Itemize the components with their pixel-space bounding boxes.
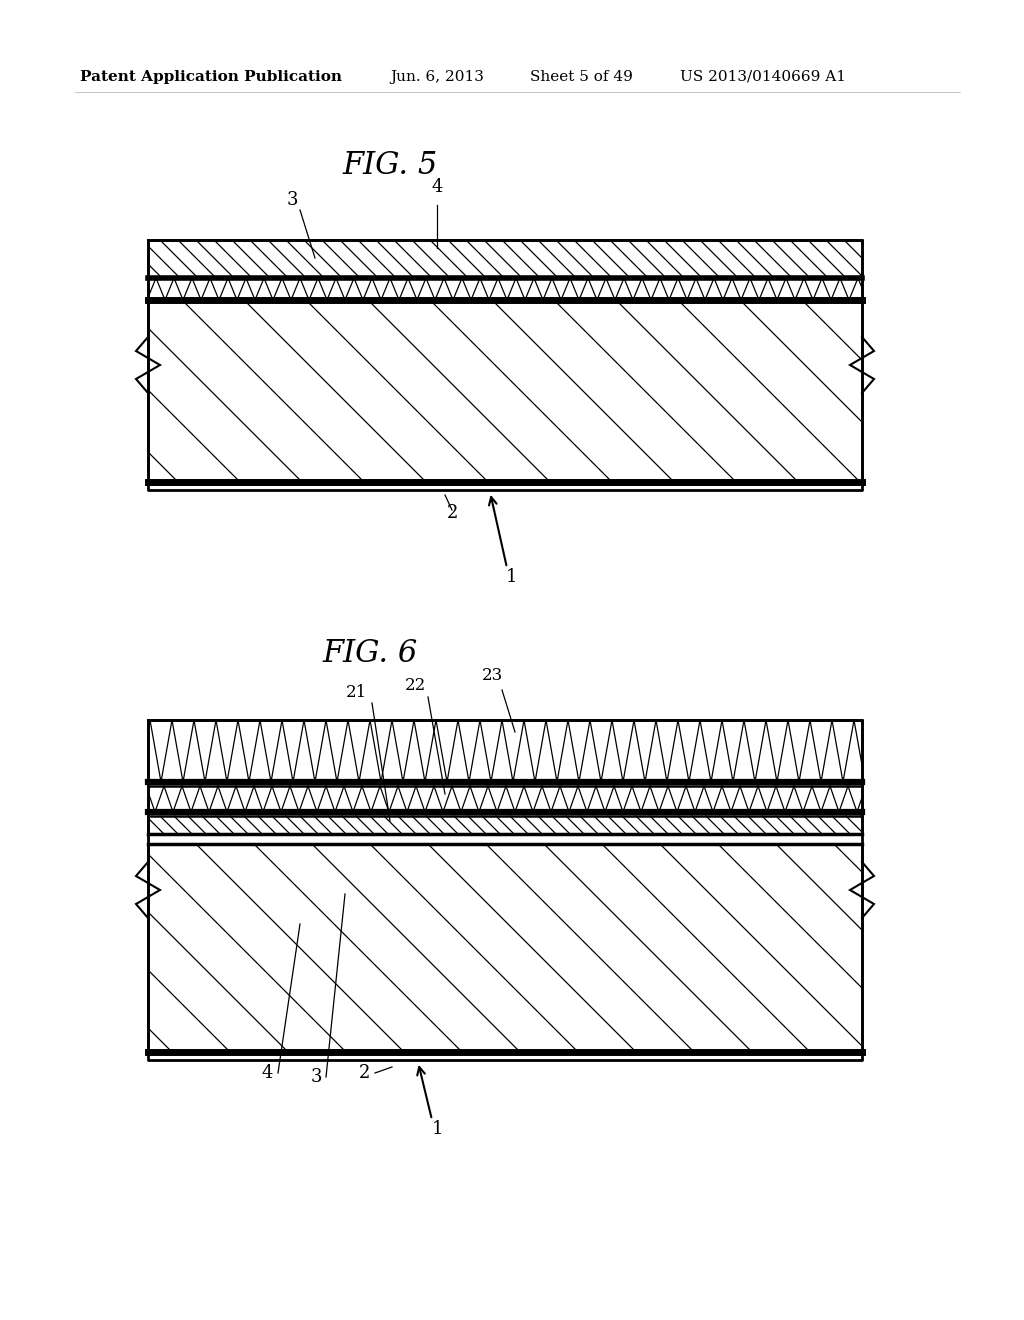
Text: 4: 4: [261, 1064, 272, 1082]
Text: 3: 3: [287, 191, 298, 209]
Text: 1: 1: [506, 568, 518, 586]
Text: 21: 21: [345, 684, 367, 701]
Text: 23: 23: [481, 667, 503, 684]
Text: FIG. 5: FIG. 5: [342, 150, 437, 181]
Text: Patent Application Publication: Patent Application Publication: [80, 70, 342, 84]
Text: 2: 2: [359, 1064, 371, 1082]
Text: 2: 2: [446, 504, 458, 521]
Text: 22: 22: [404, 677, 426, 694]
Text: US 2013/0140669 A1: US 2013/0140669 A1: [680, 70, 846, 84]
Text: 3: 3: [310, 1068, 322, 1086]
Text: 1: 1: [431, 1119, 442, 1138]
Text: FIG. 6: FIG. 6: [323, 638, 418, 669]
Text: 4: 4: [431, 178, 442, 195]
Text: Jun. 6, 2013: Jun. 6, 2013: [390, 70, 484, 84]
Text: Sheet 5 of 49: Sheet 5 of 49: [530, 70, 633, 84]
